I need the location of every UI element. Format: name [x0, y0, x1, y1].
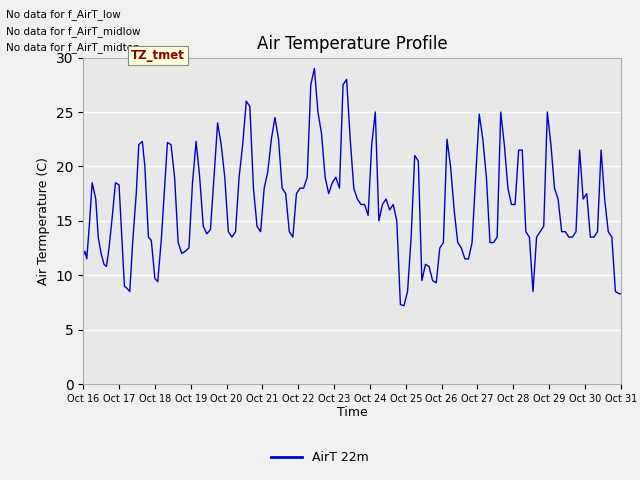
- Y-axis label: Air Termperature (C): Air Termperature (C): [37, 157, 51, 285]
- X-axis label: Time: Time: [337, 407, 367, 420]
- Text: TZ_tmet: TZ_tmet: [131, 48, 185, 61]
- Text: No data for f_AirT_midlow: No data for f_AirT_midlow: [6, 25, 141, 36]
- Title: Air Temperature Profile: Air Temperature Profile: [257, 35, 447, 53]
- Legend: AirT 22m: AirT 22m: [266, 446, 374, 469]
- Text: No data for f_AirT_midtop: No data for f_AirT_midtop: [6, 42, 140, 53]
- Text: No data for f_AirT_low: No data for f_AirT_low: [6, 9, 121, 20]
